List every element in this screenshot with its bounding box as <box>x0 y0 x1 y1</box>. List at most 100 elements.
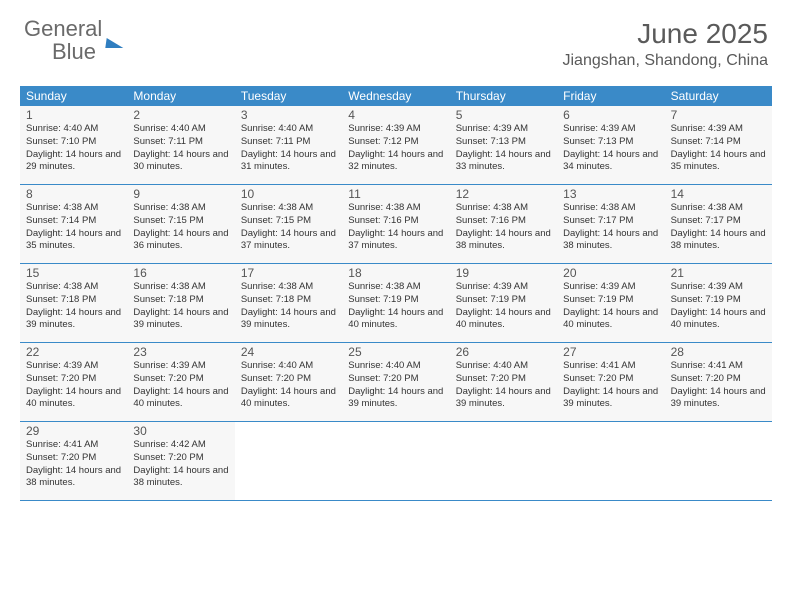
sunset-line: Sunset: 7:19 PM <box>563 294 658 307</box>
day-number: 3 <box>241 108 336 122</box>
daylight-line: Daylight: 14 hours and 34 minutes. <box>563 149 658 175</box>
logo-word-blue: Blue <box>52 39 96 64</box>
daylight-line: Daylight: 14 hours and 38 minutes. <box>456 228 551 254</box>
sunrise-line: Sunrise: 4:39 AM <box>133 360 228 373</box>
sunset-line: Sunset: 7:15 PM <box>241 215 336 228</box>
day-header-row: Sunday Monday Tuesday Wednesday Thursday… <box>20 86 772 106</box>
title-location: Jiangshan, Shandong, China <box>563 52 769 70</box>
daylight-line: Daylight: 14 hours and 40 minutes. <box>671 307 766 333</box>
day-number: 10 <box>241 187 336 201</box>
daylight-line: Daylight: 14 hours and 38 minutes. <box>133 465 228 491</box>
day-cell: 11Sunrise: 4:38 AMSunset: 7:16 PMDayligh… <box>342 185 449 263</box>
day-cell: 12Sunrise: 4:38 AMSunset: 7:16 PMDayligh… <box>450 185 557 263</box>
sunset-line: Sunset: 7:19 PM <box>456 294 551 307</box>
daylight-line: Daylight: 14 hours and 35 minutes. <box>671 149 766 175</box>
day-number: 28 <box>671 345 766 359</box>
day-cell: 5Sunrise: 4:39 AMSunset: 7:13 PMDaylight… <box>450 106 557 184</box>
header: General Blue June 2025 Jiangshan, Shando… <box>0 0 792 78</box>
day-number: 24 <box>241 345 336 359</box>
day-number: 6 <box>563 108 658 122</box>
daylight-line: Daylight: 14 hours and 37 minutes. <box>348 228 443 254</box>
day-number: 25 <box>348 345 443 359</box>
sunset-line: Sunset: 7:10 PM <box>26 136 121 149</box>
day-cell: 21Sunrise: 4:39 AMSunset: 7:19 PMDayligh… <box>665 264 772 342</box>
day-number: 15 <box>26 266 121 280</box>
daylight-line: Daylight: 14 hours and 29 minutes. <box>26 149 121 175</box>
day-cell: 20Sunrise: 4:39 AMSunset: 7:19 PMDayligh… <box>557 264 664 342</box>
sunrise-line: Sunrise: 4:39 AM <box>26 360 121 373</box>
calendar-body: 1Sunrise: 4:40 AMSunset: 7:10 PMDaylight… <box>20 106 772 501</box>
day-cell: 14Sunrise: 4:38 AMSunset: 7:17 PMDayligh… <box>665 185 772 263</box>
day-cell: 24Sunrise: 4:40 AMSunset: 7:20 PMDayligh… <box>235 343 342 421</box>
day-number: 5 <box>456 108 551 122</box>
day-cell: 10Sunrise: 4:38 AMSunset: 7:15 PMDayligh… <box>235 185 342 263</box>
sunset-line: Sunset: 7:20 PM <box>348 373 443 386</box>
day-number: 7 <box>671 108 766 122</box>
day-number: 29 <box>26 424 121 438</box>
sunrise-line: Sunrise: 4:38 AM <box>26 202 121 215</box>
week-row: 22Sunrise: 4:39 AMSunset: 7:20 PMDayligh… <box>20 343 772 422</box>
sunset-line: Sunset: 7:13 PM <box>456 136 551 149</box>
sunset-line: Sunset: 7:20 PM <box>671 373 766 386</box>
day-number: 21 <box>671 266 766 280</box>
sunset-line: Sunset: 7:14 PM <box>26 215 121 228</box>
day-number: 22 <box>26 345 121 359</box>
sunset-line: Sunset: 7:20 PM <box>133 373 228 386</box>
day-cell: 2Sunrise: 4:40 AMSunset: 7:11 PMDaylight… <box>127 106 234 184</box>
dayhead-thu: Thursday <box>450 86 557 106</box>
daylight-line: Daylight: 14 hours and 39 minutes. <box>563 386 658 412</box>
sunrise-line: Sunrise: 4:39 AM <box>563 281 658 294</box>
day-cell: 29Sunrise: 4:41 AMSunset: 7:20 PMDayligh… <box>20 422 127 500</box>
day-cell: 3Sunrise: 4:40 AMSunset: 7:11 PMDaylight… <box>235 106 342 184</box>
sunrise-line: Sunrise: 4:39 AM <box>563 123 658 136</box>
daylight-line: Daylight: 14 hours and 39 minutes. <box>456 386 551 412</box>
sunrise-line: Sunrise: 4:38 AM <box>241 281 336 294</box>
week-row: 8Sunrise: 4:38 AMSunset: 7:14 PMDaylight… <box>20 185 772 264</box>
day-cell: 16Sunrise: 4:38 AMSunset: 7:18 PMDayligh… <box>127 264 234 342</box>
day-cell: 18Sunrise: 4:38 AMSunset: 7:19 PMDayligh… <box>342 264 449 342</box>
day-number: 19 <box>456 266 551 280</box>
sunrise-line: Sunrise: 4:38 AM <box>456 202 551 215</box>
dayhead-fri: Friday <box>557 86 664 106</box>
sunset-line: Sunset: 7:14 PM <box>671 136 766 149</box>
sunset-line: Sunset: 7:16 PM <box>456 215 551 228</box>
sunrise-line: Sunrise: 4:38 AM <box>348 202 443 215</box>
sunrise-line: Sunrise: 4:38 AM <box>133 281 228 294</box>
day-number: 9 <box>133 187 228 201</box>
daylight-line: Daylight: 14 hours and 33 minutes. <box>456 149 551 175</box>
day-cell: 28Sunrise: 4:41 AMSunset: 7:20 PMDayligh… <box>665 343 772 421</box>
calendar: Sunday Monday Tuesday Wednesday Thursday… <box>20 86 772 501</box>
dayhead-sun: Sunday <box>20 86 127 106</box>
day-cell: 9Sunrise: 4:38 AMSunset: 7:15 PMDaylight… <box>127 185 234 263</box>
logo-triangle-icon <box>106 38 125 48</box>
week-row: 29Sunrise: 4:41 AMSunset: 7:20 PMDayligh… <box>20 422 772 501</box>
daylight-line: Daylight: 14 hours and 40 minutes. <box>26 386 121 412</box>
daylight-line: Daylight: 14 hours and 30 minutes. <box>133 149 228 175</box>
logo-text: General Blue <box>24 18 102 64</box>
day-number: 11 <box>348 187 443 201</box>
day-cell: 19Sunrise: 4:39 AMSunset: 7:19 PMDayligh… <box>450 264 557 342</box>
sunrise-line: Sunrise: 4:38 AM <box>348 281 443 294</box>
logo: General Blue <box>24 18 124 64</box>
sunset-line: Sunset: 7:19 PM <box>348 294 443 307</box>
sunrise-line: Sunrise: 4:39 AM <box>456 281 551 294</box>
sunset-line: Sunset: 7:11 PM <box>241 136 336 149</box>
day-cell: 13Sunrise: 4:38 AMSunset: 7:17 PMDayligh… <box>557 185 664 263</box>
sunrise-line: Sunrise: 4:40 AM <box>241 123 336 136</box>
sunset-line: Sunset: 7:17 PM <box>671 215 766 228</box>
daylight-line: Daylight: 14 hours and 31 minutes. <box>241 149 336 175</box>
week-row: 15Sunrise: 4:38 AMSunset: 7:18 PMDayligh… <box>20 264 772 343</box>
sunrise-line: Sunrise: 4:41 AM <box>671 360 766 373</box>
daylight-line: Daylight: 14 hours and 40 minutes. <box>241 386 336 412</box>
empty-cell <box>235 422 342 500</box>
daylight-line: Daylight: 14 hours and 39 minutes. <box>671 386 766 412</box>
sunset-line: Sunset: 7:12 PM <box>348 136 443 149</box>
empty-cell <box>665 422 772 500</box>
daylight-line: Daylight: 14 hours and 38 minutes. <box>563 228 658 254</box>
daylight-line: Daylight: 14 hours and 39 minutes. <box>133 307 228 333</box>
day-cell: 17Sunrise: 4:38 AMSunset: 7:18 PMDayligh… <box>235 264 342 342</box>
day-cell: 1Sunrise: 4:40 AMSunset: 7:10 PMDaylight… <box>20 106 127 184</box>
sunset-line: Sunset: 7:16 PM <box>348 215 443 228</box>
daylight-line: Daylight: 14 hours and 40 minutes. <box>456 307 551 333</box>
daylight-line: Daylight: 14 hours and 40 minutes. <box>133 386 228 412</box>
